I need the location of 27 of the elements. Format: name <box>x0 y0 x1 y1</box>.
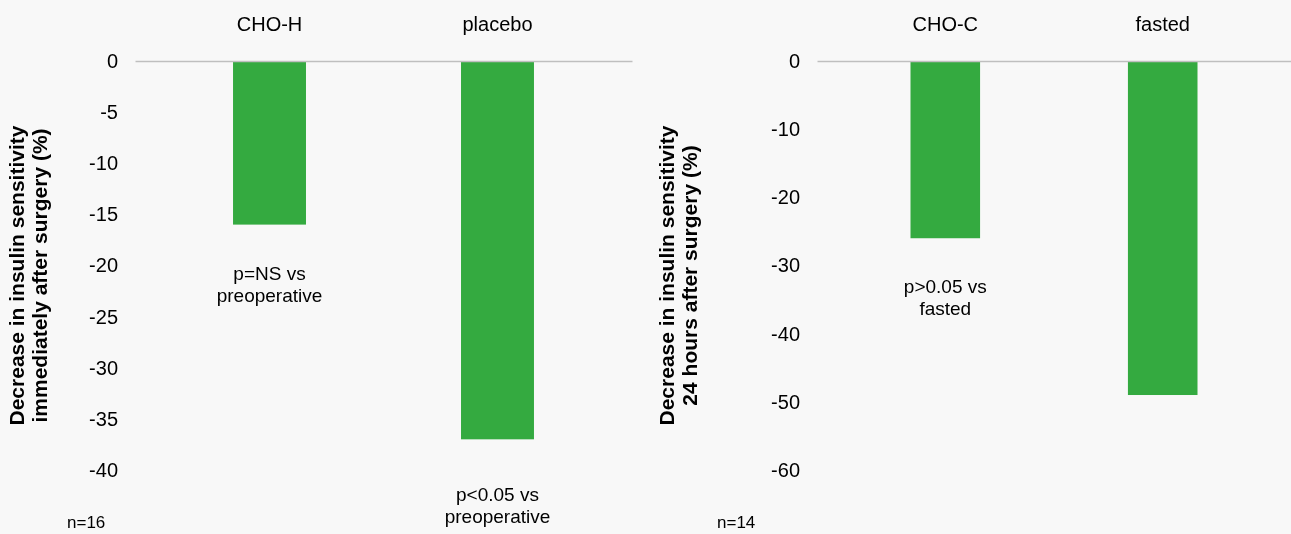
x-tick-label: placebo <box>462 13 533 35</box>
y-tick-label: -25 <box>89 305 118 328</box>
x-tick-label: fasted <box>1135 13 1190 35</box>
x-tick-label: CHO-H <box>236 13 303 35</box>
text: p<0.05 vs preoperative <box>444 484 551 528</box>
y-tick-label: 0 <box>106 49 118 72</box>
y-tick-label: -5 <box>100 101 118 124</box>
y-tick-label: -10 <box>89 152 118 175</box>
y-tick-label: 0 <box>788 49 800 72</box>
y-tick-label: -30 <box>89 356 118 379</box>
y-tick-label: -50 <box>771 390 800 413</box>
annotation: p=NS vs preoperative <box>216 262 323 306</box>
y-axis-title: Decrease in insulin sensitivity immediately after surgery (%) <box>5 125 51 426</box>
y-tick-label: -60 <box>771 458 800 481</box>
y-tick-label: -40 <box>771 322 800 345</box>
annotation: p>0.05 vs fasted <box>903 276 987 320</box>
y-tick-label: -20 <box>89 254 118 277</box>
y-axis-title: Decrease in insulin sensitivity 24 hours after surgery (%) <box>655 125 701 426</box>
y-tick-label: -40 <box>89 458 118 481</box>
text: n=14 <box>717 513 756 532</box>
y-tick-label: -10 <box>771 118 800 141</box>
y-tick-label: -35 <box>89 407 118 430</box>
text: n=16 <box>67 513 106 532</box>
y-tick-label: -20 <box>771 186 800 209</box>
y-tick-label: -15 <box>89 203 118 226</box>
y-tick-label: -30 <box>771 254 800 277</box>
x-tick-label: CHO-C <box>912 13 979 35</box>
